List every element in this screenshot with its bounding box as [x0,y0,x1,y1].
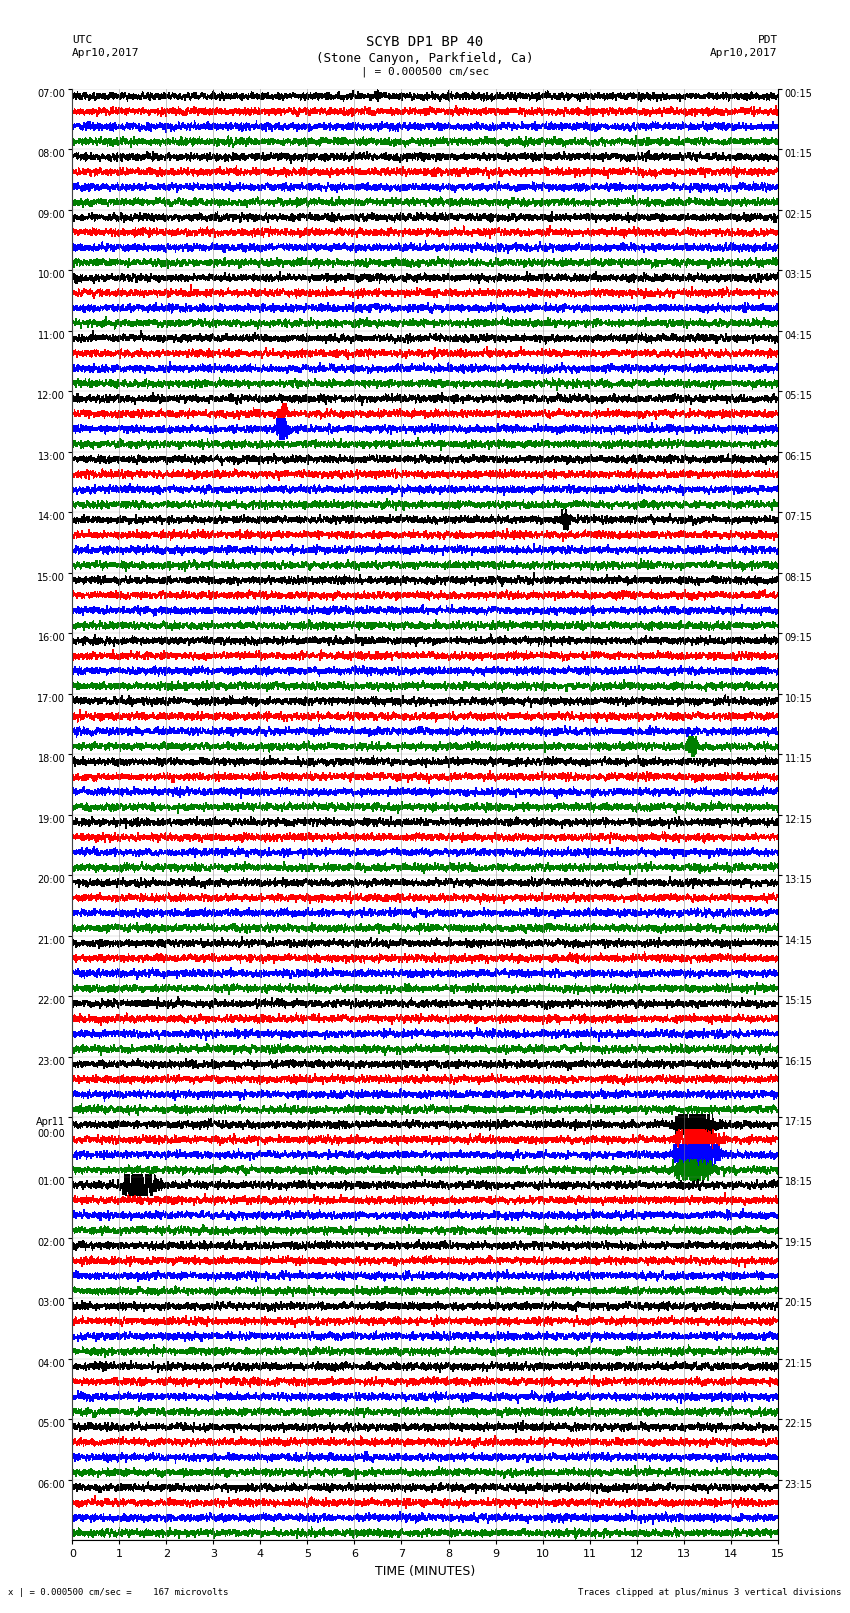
Text: UTC: UTC [72,35,93,45]
Text: Apr10,2017: Apr10,2017 [72,48,139,58]
Text: PDT: PDT [757,35,778,45]
Text: x | = 0.000500 cm/sec =    167 microvolts: x | = 0.000500 cm/sec = 167 microvolts [8,1587,229,1597]
X-axis label: TIME (MINUTES): TIME (MINUTES) [375,1565,475,1578]
Text: SCYB DP1 BP 40: SCYB DP1 BP 40 [366,35,484,50]
Text: | = 0.000500 cm/sec: | = 0.000500 cm/sec [361,66,489,77]
Text: (Stone Canyon, Parkfield, Ca): (Stone Canyon, Parkfield, Ca) [316,52,534,65]
Text: Apr10,2017: Apr10,2017 [711,48,778,58]
Text: Traces clipped at plus/minus 3 vertical divisions: Traces clipped at plus/minus 3 vertical … [578,1587,842,1597]
